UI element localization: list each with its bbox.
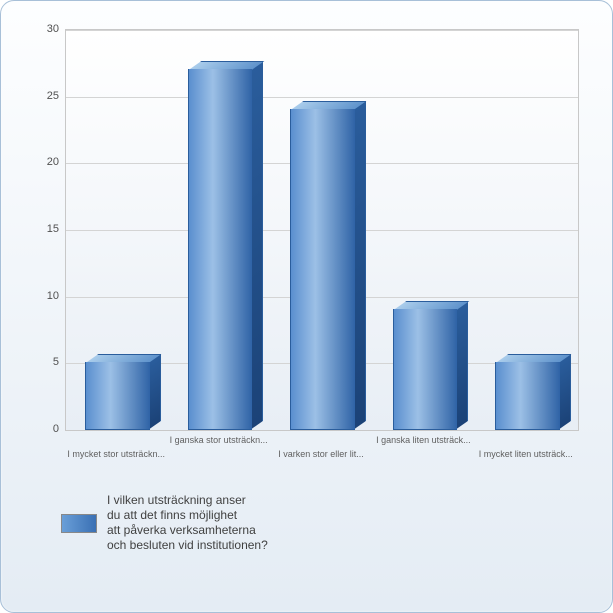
gridline: [66, 97, 578, 98]
plot-area: [65, 29, 579, 431]
y-tick-label: 15: [31, 223, 59, 235]
bar-front: [393, 309, 457, 430]
bar: [393, 304, 468, 430]
x-tick-label: I mycket liten utsträck...: [479, 449, 573, 459]
bar: [495, 357, 570, 430]
legend-text: I vilken utsträckning anserdu att det fi…: [107, 493, 268, 553]
y-tick-label: 0: [31, 423, 59, 435]
x-tick-label: I varken stor eller lit...: [278, 449, 364, 459]
bar-front: [85, 362, 149, 430]
bar: [290, 104, 365, 430]
y-tick-label: 10: [31, 290, 59, 302]
bar-front: [188, 69, 252, 430]
gridline: [66, 30, 578, 31]
legend: I vilken utsträckning anserdu att det fi…: [61, 493, 268, 553]
bar: [85, 357, 160, 430]
y-tick-label: 5: [31, 356, 59, 368]
y-tick-label: 30: [31, 23, 59, 35]
y-tick-label: 25: [31, 90, 59, 102]
chart-panel: I vilken utsträckning anserdu att det fi…: [0, 0, 613, 613]
bar-front: [495, 362, 559, 430]
x-tick-label: I mycket stor utsträckn...: [67, 449, 165, 459]
y-tick-label: 20: [31, 156, 59, 168]
x-tick-label: I ganska stor utsträckn...: [170, 435, 268, 445]
bar-front: [290, 109, 354, 430]
legend-swatch: [61, 514, 97, 533]
bar: [188, 64, 263, 430]
x-tick-label: I ganska liten utsträck...: [376, 435, 471, 445]
